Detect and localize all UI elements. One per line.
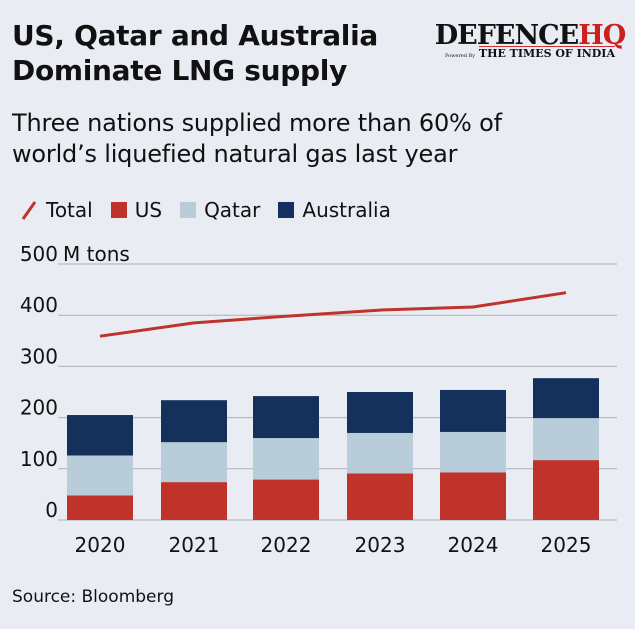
y-tick-label: 100 [20, 447, 58, 471]
logo-accent: HQ [578, 20, 626, 51]
legend-label: Australia [302, 198, 391, 222]
legend-label: Total [46, 198, 93, 222]
y-tick-label: 0 [45, 498, 58, 522]
subtitle-line-1: Three nations supplied more than 60% of [12, 109, 502, 137]
y-tick-label: 300 [20, 344, 58, 368]
bar-qatar-2025 [533, 418, 599, 461]
bar-us-2020 [67, 495, 133, 520]
legend-item-us: US [110, 198, 163, 222]
bar-us-2025 [533, 460, 599, 520]
legend-item-australia: Australia [278, 198, 391, 222]
legend-swatch [278, 202, 295, 218]
bar-australia-2024 [440, 389, 506, 432]
legend-item-qatar: Qatar [180, 198, 260, 222]
logo-powered: Powered By [444, 53, 476, 59]
y-tick-label: 200 [20, 396, 58, 420]
line-swatch-icon [21, 201, 37, 220]
chart-subtitle: Three nations supplied more than 60% of … [12, 108, 502, 170]
defencehq-logo: DEFENCEHQ Powered By THE TIMES OF INDIA [430, 20, 630, 60]
bar-us-2023 [347, 473, 413, 520]
x-tick-label: 2024 [448, 533, 499, 557]
bar-australia-2020 [67, 415, 133, 456]
bar-australia-2023 [347, 392, 413, 433]
logo-main: DEFENCE [434, 20, 579, 51]
subtitle-line-2: world’s liquefied natural gas last year [12, 140, 458, 168]
legend-item-total: Total [20, 198, 93, 222]
x-tick-label: 2020 [75, 533, 126, 557]
y-tick-label: 500 [20, 242, 58, 266]
bar-qatar-2022 [253, 438, 319, 480]
x-tick-label: 2022 [261, 533, 312, 557]
total-line [99, 291, 567, 338]
x-tick-label: 2021 [169, 533, 220, 557]
title-line-1: US, Qatar and Australia [12, 19, 378, 52]
legend-label: US [134, 198, 163, 222]
legend-swatch [180, 202, 197, 218]
y-tick-label: 400 [20, 293, 58, 317]
bar-qatar-2023 [347, 432, 413, 474]
title-line-2: Dominate LNG supply [12, 54, 348, 87]
legend-swatch [110, 202, 127, 218]
bar-us-2022 [253, 479, 319, 520]
bar-australia-2022 [253, 396, 319, 439]
legend: Total US Qatar Australia [20, 198, 409, 222]
chart-title: US, Qatar and Australia Dominate LNG sup… [12, 18, 378, 88]
legend-label: Qatar [204, 198, 261, 222]
source-note: Source: Bloomberg [12, 587, 174, 607]
bar-qatar-2020 [67, 455, 133, 496]
bar-australia-2025 [533, 378, 599, 419]
bar-us-2024 [440, 472, 506, 520]
bar-qatar-2021 [161, 442, 227, 483]
bar-australia-2021 [161, 400, 227, 443]
x-tick-label: 2025 [541, 533, 592, 557]
bar-us-2021 [161, 482, 227, 520]
x-tick-label: 2023 [355, 533, 406, 557]
logo-brand: THE TIMES OF INDIA [478, 46, 615, 60]
y-axis-unit: M tons [63, 242, 130, 266]
bar-qatar-2024 [440, 431, 506, 473]
